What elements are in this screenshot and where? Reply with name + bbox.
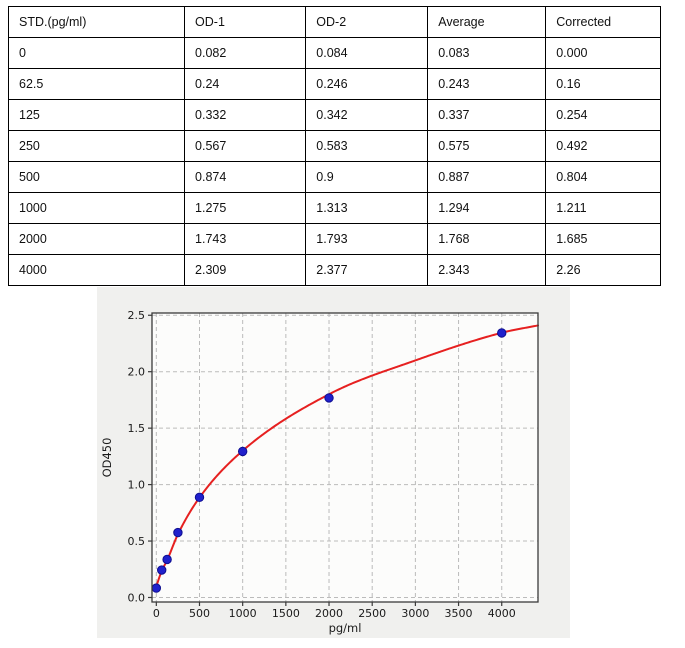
- plot-background: [152, 313, 538, 602]
- table-cell: 500: [7, 161, 186, 193]
- x-tick-label: 0: [153, 607, 160, 620]
- data-point: [497, 328, 507, 338]
- column-header: OD-1: [184, 6, 307, 38]
- table-cell: 0.342: [305, 99, 429, 131]
- table-cell: 62.5: [7, 68, 186, 100]
- table-cell: 0.492: [545, 130, 661, 162]
- table-cell: 0.243: [427, 68, 547, 100]
- table-row: 500 0.874 0.9 0.887 0.804: [7, 161, 661, 193]
- table-cell: 1.211: [545, 192, 661, 224]
- table-cell: 1000: [7, 192, 186, 224]
- data-point: [151, 583, 162, 593]
- x-tick-label: 1500: [272, 607, 300, 620]
- table-cell: 1.685: [545, 223, 661, 255]
- data-point: [324, 393, 334, 403]
- standard-curve-figure: 0 500 1000 1500 2000 2500 3000 3500 4000 0.0 0.5 1.…: [97, 287, 570, 638]
- data-point: [162, 554, 172, 565]
- table-cell: 2.343: [427, 254, 547, 286]
- column-header: OD-2: [305, 6, 429, 38]
- standards-table: STD.(pg/ml) OD-1 OD-2 Average Corrected 0 0.0…: [7, 6, 661, 286]
- table-cell: 0.337: [427, 99, 547, 131]
- y-tick-label: 0.5: [128, 535, 146, 548]
- table-row: 2000 1.743 1.793 1.768 1.685: [7, 223, 661, 255]
- table-header-row: STD.(pg/ml) OD-1 OD-2 Average Corrected: [7, 6, 661, 38]
- table-body: 0 0.082 0.084 0.083 0.000 62.5 0.24 0.246 0.243 0…: [7, 37, 661, 286]
- table-cell: 0.16: [545, 68, 661, 100]
- table-row: 250 0.567 0.583 0.575 0.492: [7, 130, 661, 162]
- y-tick-label: 2.5: [128, 309, 146, 322]
- table-row: 62.5 0.24 0.246 0.243 0.16: [7, 68, 661, 100]
- x-tick-label: 3000: [401, 607, 429, 620]
- column-header: Average: [427, 6, 547, 38]
- table-cell: 0.24: [184, 68, 307, 100]
- standard-curve-chart: 0 500 1000 1500 2000 2500 3000 3500 4000 0.0 0.5 1.…: [97, 287, 570, 638]
- data-point: [237, 446, 248, 457]
- table-row: 1000 1.275 1.313 1.294 1.211: [7, 192, 661, 224]
- fit-curve: [155, 324, 539, 588]
- data-point: [157, 565, 167, 575]
- table-cell: 0.874: [184, 161, 307, 193]
- table-cell: 0.083: [427, 37, 547, 69]
- table-cell: 2.26: [545, 254, 661, 286]
- table-cell: 125: [7, 99, 186, 131]
- y-tick-label: 0.0: [128, 591, 146, 604]
- x-tick-label: 1000: [229, 607, 257, 620]
- table-cell: 0.567: [184, 130, 307, 162]
- y-tick-label: 1.5: [128, 422, 146, 435]
- table-cell: 2000: [7, 223, 186, 255]
- data-point: [173, 527, 183, 538]
- x-tick-label: 2500: [358, 607, 386, 620]
- table-cell: 0.332: [184, 99, 307, 131]
- table-row: 125 0.332 0.342 0.337 0.254: [7, 99, 661, 131]
- table-cell: 1.275: [184, 192, 307, 224]
- plot-border: [151, 312, 539, 603]
- x-tick-label: 3500: [445, 607, 473, 620]
- column-header: STD.(pg/ml): [7, 6, 186, 38]
- table-cell: 1.313: [305, 192, 429, 224]
- x-tick-label: 4000: [488, 607, 516, 620]
- table-cell: 0.000: [545, 37, 661, 69]
- table-row: 4000 2.309 2.377 2.343 2.26: [7, 254, 661, 286]
- table-cell: 0.583: [305, 130, 429, 162]
- table-cell: 0.804: [545, 161, 661, 193]
- table-cell: 0.246: [305, 68, 429, 100]
- data-point: [194, 492, 205, 503]
- table-cell: 2.309: [184, 254, 307, 286]
- table-cell: 0.887: [427, 161, 547, 193]
- table-cell: 1.743: [184, 223, 307, 255]
- table-cell: 0.254: [545, 99, 661, 131]
- x-tick-label: 500: [189, 607, 210, 620]
- table-cell: 1.294: [427, 192, 547, 224]
- table-cell: 4000: [7, 254, 186, 286]
- table-cell: 0: [7, 37, 186, 69]
- table-cell: 2.377: [305, 254, 429, 286]
- y-axis-label: OD450: [100, 438, 114, 478]
- x-tick-label: 2000: [315, 607, 343, 620]
- table-cell: 1.768: [427, 223, 547, 255]
- y-tick-label: 2.0: [128, 366, 146, 379]
- table-cell: 1.793: [305, 223, 429, 255]
- table-cell: 0.9: [305, 161, 429, 193]
- table-cell: 0.575: [427, 130, 547, 162]
- table-row: 0 0.082 0.084 0.083 0.000: [7, 37, 661, 69]
- table-cell: 250: [7, 130, 186, 162]
- table-cell: 0.082: [184, 37, 307, 69]
- x-axis-label: pg/ml: [329, 621, 362, 635]
- table-cell: 0.084: [305, 37, 429, 69]
- column-header: Corrected: [545, 6, 661, 38]
- y-tick-label: 1.0: [128, 478, 146, 491]
